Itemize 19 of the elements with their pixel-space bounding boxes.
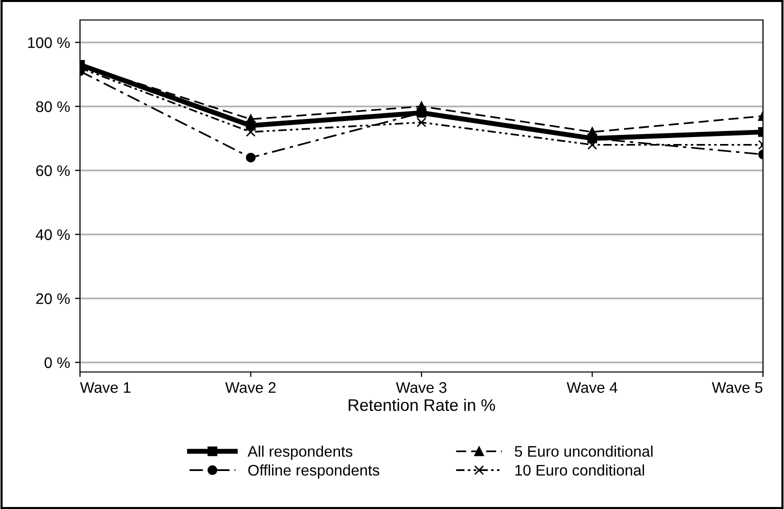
point [416,118,426,128]
point [246,152,256,162]
point [416,102,426,112]
x-axis-title: Retention Rate in % [348,398,496,411]
x-tick-label: Wave 4 [566,382,618,393]
legend-label: 10 Euro conditional [515,464,644,476]
x-tick-label: Wave 5 [712,382,762,393]
legend-label: All respondents [248,446,352,460]
legend-label: Offline respondents [248,464,380,479]
x-tick-label: Wave 1 [80,382,130,393]
x-tick-label: Wave 3 [396,382,446,393]
y-tick-label: 20 % [36,293,70,304]
y-tick-label: 0 % [44,357,70,368]
x-tick-label: Wave 2 [225,382,276,393]
legend-label: 5 Euro unconditional [514,446,652,457]
y-tick-label: 80 % [36,101,70,112]
y-tick-label: 40 % [36,229,70,240]
y-tick-label: 60 % [36,165,70,176]
y-tick-label: 100 % [28,37,70,48]
